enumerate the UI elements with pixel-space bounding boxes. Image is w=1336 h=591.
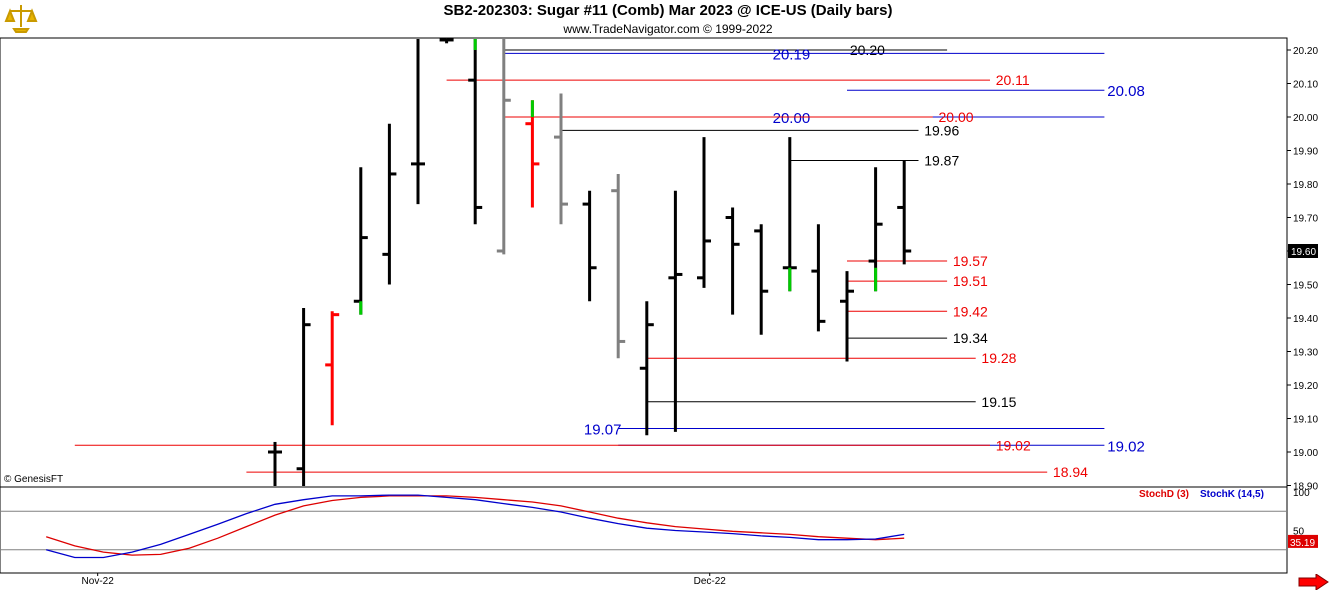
- x-tick-label: Nov-22: [82, 576, 115, 587]
- level-label-19.57: 19.57: [953, 253, 988, 269]
- level-label-19.07: 19.07: [584, 422, 622, 439]
- ohlc-bar: [668, 190, 683, 432]
- y-tick-label: 19.70: [1293, 214, 1318, 225]
- trade-navigator-logo: [4, 5, 38, 33]
- chart-title: SB2-202303: Sugar #11 (Comb) Mar 2023 @ …: [443, 2, 893, 19]
- y-tick-label: 20.00: [1293, 113, 1318, 124]
- ohlc-bar: [611, 173, 626, 359]
- ohlc-bar: [697, 137, 711, 288]
- ohlc-bar: [439, 38, 454, 44]
- level-label-20.00: 20.00: [939, 109, 974, 125]
- level-label-19.02: 19.02: [1107, 438, 1145, 455]
- level-label-20.11: 20.11: [996, 72, 1030, 88]
- ohlc-bar: [897, 160, 912, 265]
- y-tick-label: 19.30: [1293, 348, 1318, 359]
- y-tick-label: 19.80: [1293, 180, 1318, 191]
- y-tick-label: 18.90: [1293, 482, 1318, 493]
- y-tick-label: 19.40: [1293, 314, 1318, 325]
- osc-y-tick-label: 100: [1293, 488, 1310, 499]
- level-label-19.28: 19.28: [981, 350, 1016, 366]
- copyright-label: © GenesisFT: [4, 474, 64, 485]
- level-label-19.34: 19.34: [953, 330, 988, 346]
- series-line-stochd: [46, 495, 905, 556]
- ohlc-bar: [582, 190, 597, 302]
- level-label-19.51: 19.51: [953, 273, 988, 289]
- osc-y-tick-label: 50: [1293, 527, 1305, 538]
- current-price-label: 19.60: [1291, 247, 1316, 258]
- ohlc-bar: [353, 167, 368, 315]
- level-label-20.00: 20.00: [773, 110, 811, 127]
- level-label-20.20: 20.20: [850, 42, 885, 58]
- y-tick-label: 19.20: [1293, 381, 1318, 392]
- ohlc-bar: [525, 100, 540, 208]
- y-tick-label: 19.10: [1293, 415, 1318, 426]
- ohlc-bar: [639, 301, 654, 436]
- level-label-19.87: 19.87: [924, 153, 959, 169]
- ohlc-bar: [725, 207, 740, 315]
- ohlc-bar: [382, 123, 397, 285]
- series-line-stochk: [46, 494, 905, 559]
- price-axis: 20.20 20.10 20.00 19.90 19.80 19.70 19.60 19.50…: [1287, 46, 1318, 549]
- ohlc-bar: [811, 224, 826, 332]
- current-osc-label: 35.19: [1290, 538, 1315, 549]
- oscillator-panel-frame: [0, 486, 1288, 574]
- y-tick-label: 19.90: [1293, 147, 1318, 158]
- ohlc-bar: [840, 271, 854, 362]
- ohlc-bar: [554, 93, 568, 225]
- ohlc-bar: [325, 311, 340, 426]
- ohlc-bar: [754, 224, 769, 335]
- x-tick-label: Dec-22: [694, 576, 727, 587]
- level-label-19.42: 19.42: [953, 303, 988, 319]
- ohlc-bar: [296, 307, 311, 486]
- y-tick-label: 19.00: [1293, 448, 1318, 459]
- scroll-right-arrow-icon[interactable]: [1298, 574, 1330, 590]
- level-label-18.94: 18.94: [1053, 464, 1088, 480]
- ohlc-bar: [468, 39, 483, 225]
- level-label-19.02: 19.02: [996, 437, 1031, 453]
- y-tick-label: 20.10: [1293, 80, 1318, 91]
- level-label-20.19: 20.19: [773, 46, 811, 63]
- y-tick-label: 20.20: [1293, 46, 1318, 57]
- ohlc-bar: [868, 167, 883, 292]
- legend-stochd: StochD (3): [1139, 489, 1189, 500]
- price-panel-frame: [0, 37, 1288, 488]
- level-label-20.08: 20.08: [1107, 83, 1145, 100]
- ohlc-bar: [268, 441, 282, 486]
- current-price-marker: [1288, 244, 1318, 258]
- ohlc-bar: [496, 39, 511, 255]
- level-label-19.96: 19.96: [924, 122, 959, 138]
- time-axis: Nov-22 Dec-22: [82, 573, 727, 587]
- legend-stochk: StochK (14,5): [1200, 489, 1264, 500]
- ohlc-bar: [411, 39, 425, 205]
- chart-subtitle: www.TradeNavigator.com © 1999-2022: [563, 22, 773, 36]
- current-osc-marker: [1288, 534, 1318, 548]
- level-label-19.15: 19.15: [981, 394, 1016, 410]
- ohlc-bar: [782, 137, 797, 292]
- y-tick-label: 19.50: [1293, 281, 1318, 292]
- oscillator-panel: [0, 494, 1287, 559]
